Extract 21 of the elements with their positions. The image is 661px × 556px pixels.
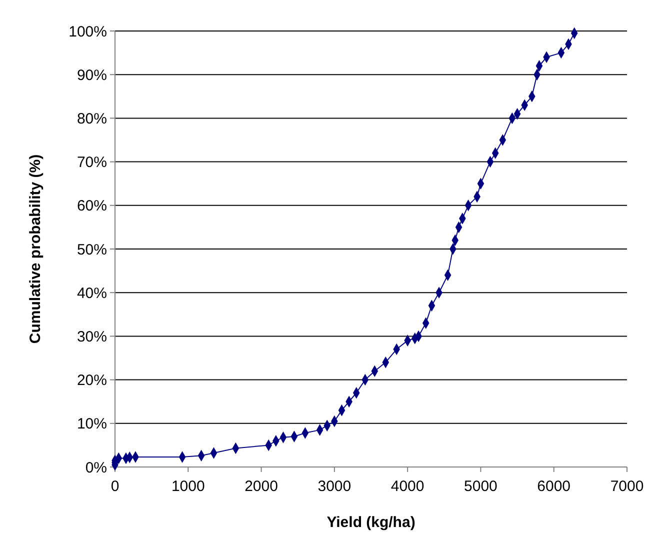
y-axis-title: Cumulative probability (%) xyxy=(27,154,44,344)
x-tick-label: 1000 xyxy=(171,478,205,495)
y-tick-label: 10% xyxy=(76,416,107,433)
x-tick-label: 0 xyxy=(110,478,120,495)
y-tick-label: 0% xyxy=(85,459,107,476)
y-tick-label: 60% xyxy=(76,198,107,215)
y-tick-label: 90% xyxy=(76,66,107,84)
x-tick-label: 5000 xyxy=(464,478,498,495)
y-tick-label: 30% xyxy=(76,328,107,346)
x-tick-label: 6000 xyxy=(537,478,571,495)
x-tick-label: 7000 xyxy=(610,478,644,495)
x-axis-title: Yield (kg/ha) xyxy=(326,514,416,531)
y-tick-label: 20% xyxy=(76,372,107,390)
x-tick-label: 4000 xyxy=(390,478,424,495)
y-tick-label: 50% xyxy=(76,241,107,258)
y-tick-label: 40% xyxy=(76,284,107,302)
x-tick-label: 3000 xyxy=(318,478,352,495)
x-tick-label: 2000 xyxy=(244,478,278,495)
y-tick-label: 70% xyxy=(76,154,107,172)
y-tick-label: 100% xyxy=(68,23,107,40)
y-tick-label: 80% xyxy=(76,110,107,128)
